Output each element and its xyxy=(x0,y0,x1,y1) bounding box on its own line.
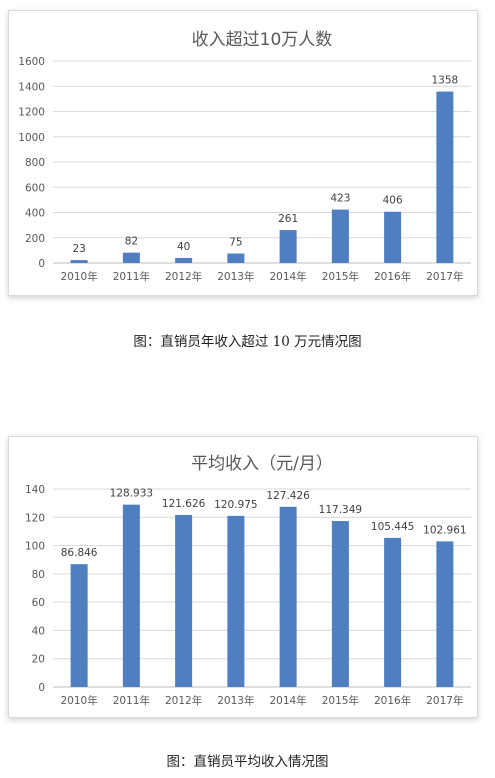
chart1-data-label: 75 xyxy=(229,237,242,249)
chart2-y-tick-label: 100 xyxy=(25,541,45,553)
chart1-bar xyxy=(436,91,454,264)
chart1-data-label: 261 xyxy=(278,213,298,225)
chart2-data-label: 102.961 xyxy=(423,524,466,536)
chart1-data-label: 1358 xyxy=(432,75,459,87)
chart2-y-tick-label: 120 xyxy=(25,512,45,524)
chart2-data-label: 121.626 xyxy=(162,498,206,510)
chart2-x-tick-label: 2016年 xyxy=(374,694,411,707)
chart1-x-tick-label: 2011年 xyxy=(113,270,150,283)
chart2-bar xyxy=(70,564,88,687)
chart2-x-tick-label: 2011年 xyxy=(113,694,150,707)
chart1-x-tick-label: 2015年 xyxy=(322,270,359,283)
chart2-bar xyxy=(122,504,140,687)
chart2-data-label: 117.349 xyxy=(319,504,362,516)
chart2-x-tick-label: 2013年 xyxy=(217,694,254,707)
chart1-y-tick-label: 0 xyxy=(38,258,45,270)
chart1-y-tick-label: 1400 xyxy=(18,81,45,93)
chart2-x-tick-label: 2012年 xyxy=(165,694,202,707)
chart2-x-tick-label: 2017年 xyxy=(426,694,463,707)
chart2-bar xyxy=(227,515,245,687)
chart2-x-tick-label: 2014年 xyxy=(270,694,307,707)
chart-average-income-svg: 平均收入（元/月） 0 20 40 60 80 100 120 140 86.846 2010年 12… xyxy=(25,454,471,707)
chart1-x-tick-label: 2016年 xyxy=(374,270,411,283)
chart2-y-tick-label: 20 xyxy=(32,654,45,666)
chart2-data-label: 120.975 xyxy=(214,499,257,511)
chart-caption-average-income: 图：直销员平均收入情况图 xyxy=(166,754,329,770)
chart1-data-label: 40 xyxy=(177,241,190,253)
chart1-data-label: 423 xyxy=(330,193,350,205)
chart1-x-tick-label: 2013年 xyxy=(217,270,254,283)
chart2-bar xyxy=(436,541,454,687)
chart1-x-tick-label: 2012年 xyxy=(165,270,202,283)
chart1-y-tick-label: 400 xyxy=(25,208,45,220)
chart1-y-tick-label: 1600 xyxy=(18,56,45,68)
chart1-y-tick-label: 600 xyxy=(25,182,45,194)
chart1-x-tick-label: 2014年 xyxy=(270,270,307,283)
chart2-y-tick-label: 0 xyxy=(38,682,45,694)
chart2-y-tick-label: 40 xyxy=(32,625,45,637)
chart-high-income-count: 收入超过10万人数 0 200 400 600 800 1000 1200 1400 1600 23… xyxy=(8,10,478,296)
chart2-bar xyxy=(279,506,297,687)
chart2-x-tick-label: 2015年 xyxy=(322,694,359,707)
chart-high-income-count-svg: 收入超过10万人数 0 200 400 600 800 1000 1200 1400 1600 23… xyxy=(18,30,471,283)
chart1-data-label: 406 xyxy=(383,195,403,207)
chart2-y-tick-label: 60 xyxy=(32,597,45,609)
chart2-y-tick-label: 140 xyxy=(25,484,45,496)
chart2-data-label: 128.933 xyxy=(110,488,153,500)
chart1-data-label: 82 xyxy=(125,236,138,248)
chart1-y-tick-label: 1200 xyxy=(18,107,45,119)
chart-average-income: 平均收入（元/月） 0 20 40 60 80 100 120 140 86.846 2010年 12… xyxy=(8,436,478,718)
chart2-bar xyxy=(175,514,193,687)
chart1-bar xyxy=(227,253,245,263)
chart1-bar xyxy=(384,211,402,263)
chart1-bar xyxy=(175,257,193,263)
chart1-y-tick-label: 1000 xyxy=(18,132,45,144)
chart2-data-label: 105.445 xyxy=(371,521,414,533)
chart2-title: 平均收入（元/月） xyxy=(191,454,333,474)
chart1-bar xyxy=(70,260,88,263)
chart-caption-high-income: 图：直销员年收入超过 10 万元情况图 xyxy=(133,334,362,350)
chart1-y-tick-label: 200 xyxy=(25,233,45,245)
chart1-x-tick-label: 2010年 xyxy=(61,270,98,283)
chart1-y-tick-label: 800 xyxy=(25,157,45,169)
chart2-bar xyxy=(384,537,402,687)
chart2-bar xyxy=(331,521,349,687)
chart2-data-label: 127.426 xyxy=(266,490,310,502)
chart1-bar xyxy=(279,230,297,263)
chart1-data-label: 23 xyxy=(72,243,85,255)
chart1-x-tick-label: 2017年 xyxy=(426,270,463,283)
chart1-title: 收入超过10万人数 xyxy=(192,30,333,50)
chart1-bar xyxy=(331,209,349,263)
chart2-data-label: 86.846 xyxy=(61,547,98,559)
chart2-x-tick-label: 2010年 xyxy=(61,694,98,707)
chart1-bar xyxy=(122,252,140,263)
chart2-y-tick-label: 80 xyxy=(32,569,45,581)
